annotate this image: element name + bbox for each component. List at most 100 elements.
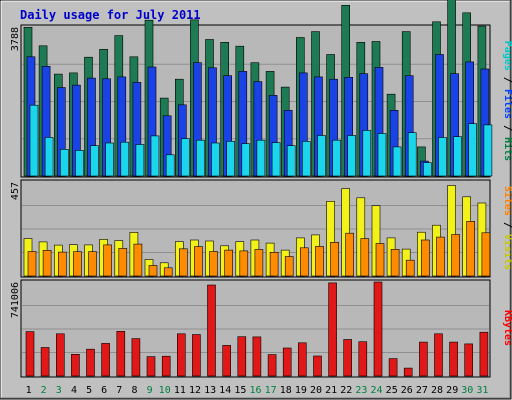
- x-tick-label-day-3: 3: [56, 385, 62, 396]
- hits-bar-pages-day-17: [271, 142, 281, 177]
- hits-bar-pages-day-28: [438, 137, 447, 177]
- hits-bar-pages-day-2: [44, 137, 54, 177]
- x-tick-label-day-5: 5: [86, 385, 92, 396]
- x-tick-label-day-29: 29: [446, 385, 458, 396]
- hits-bar-pages-day-1: [29, 104, 39, 177]
- visits-bar-sites-day-14: [224, 249, 233, 277]
- kbytes-bar-kbytes-day-8: [131, 338, 141, 377]
- hits-bar-pages-day-27: [423, 162, 432, 177]
- hits-bar-pages-day-6: [105, 142, 114, 177]
- kbytes-bar-kbytes-day-30: [464, 343, 474, 377]
- kbytes-y-max-label: 741006: [10, 282, 21, 318]
- visits-bar-sites-day-11: [179, 248, 188, 277]
- hits-bar-pages-day-19: [301, 141, 311, 177]
- hits-bar-pages-day-21: [332, 139, 341, 177]
- legend-pages: Pages: [502, 41, 512, 71]
- hits-bar-pages-day-3: [59, 149, 69, 177]
- visits-legend: Sites / Visits: [502, 186, 512, 270]
- x-tick-label-day-6: 6: [101, 385, 107, 396]
- hits-y-max-label: 3788: [10, 27, 21, 51]
- hits-bar-pages-day-24: [377, 133, 387, 177]
- visits-bar-sites-day-4: [73, 251, 82, 277]
- visits-bar-sites-day-16: [254, 249, 264, 277]
- x-axis-labels: 1 2 3 4 5 6 7 8 9 10 11 12 13 14 15 16 17 18 19 20 21 22 23 24 2…: [26, 385, 489, 396]
- hits-bar-pages-day-29: [453, 136, 462, 177]
- hits-bar-pages-day-22: [347, 135, 357, 177]
- kbytes-bar-kbytes-day-11: [177, 333, 186, 377]
- visits-bar-sites-day-30: [466, 221, 476, 277]
- kbytes-legend: KBytes: [502, 310, 512, 346]
- hits-bar-pages-day-15: [241, 143, 251, 177]
- legend-visits: Visits: [502, 234, 512, 270]
- kbytes-bar-kbytes-day-10: [161, 355, 171, 377]
- visits-bar-sites-day-26: [405, 259, 415, 277]
- x-tick-label-day-17: 17: [265, 385, 277, 396]
- visits-bar-sites-day-5: [88, 251, 97, 277]
- x-tick-label-day-28: 28: [431, 385, 443, 396]
- hits-bar-pages-day-13: [211, 142, 220, 177]
- kbytes-bar-kbytes-day-7: [116, 330, 126, 377]
- hits-bar-pages-day-14: [226, 141, 235, 177]
- x-tick-label-day-12: 12: [189, 385, 201, 396]
- x-tick-label-day-31: 31: [476, 385, 488, 396]
- visits-bar-sites-day-27: [421, 239, 430, 277]
- hits-bar-pages-day-31: [483, 124, 493, 177]
- kbytes-bar-kbytes-day-12: [192, 334, 201, 377]
- x-tick-label-day-16: 16: [249, 385, 261, 396]
- kbytes-bar-kbytes-day-1: [25, 331, 35, 377]
- hits-bar-pages-day-18: [286, 145, 296, 177]
- hits-bar-pages-day-20: [317, 135, 326, 177]
- visits-bar-sites-day-1: [27, 251, 37, 277]
- kbytes-bar-kbytes-day-17: [267, 354, 277, 377]
- x-tick-label-day-13: 13: [204, 385, 216, 396]
- legend-hits: Hits: [502, 137, 512, 161]
- visits-bar-sites-day-20: [315, 246, 324, 277]
- kbytes-bar-kbytes-day-5: [86, 348, 95, 377]
- visits-bar-sites-day-29: [451, 234, 460, 277]
- x-tick-label-day-24: 24: [370, 385, 382, 396]
- visits-bar-sites-day-23: [360, 238, 370, 277]
- kbytes-bar-kbytes-day-4: [71, 353, 80, 377]
- hits-bar-pages-day-16: [256, 139, 266, 177]
- visits-bar-sites-day-24: [375, 243, 385, 277]
- hits-bar-pages-day-12: [196, 139, 205, 177]
- x-tick-label-day-25: 25: [386, 385, 398, 396]
- hits-bar-pages-day-7: [120, 141, 130, 177]
- x-tick-label-day-21: 21: [325, 385, 337, 396]
- kbytes-bar-kbytes-day-22: [343, 339, 353, 377]
- kbytes-bar-kbytes-day-19: [297, 342, 307, 377]
- x-tick-label-day-30: 30: [461, 385, 473, 396]
- x-tick-label-day-18: 18: [280, 385, 292, 396]
- kbytes-bar-kbytes-day-14: [222, 345, 231, 377]
- kbytes-bar-kbytes-day-31: [479, 331, 489, 377]
- kbytes-bar-kbytes-day-20: [313, 355, 322, 377]
- legend-separator: /: [502, 71, 512, 89]
- kbytes-bar-kbytes-day-3: [55, 333, 65, 377]
- x-tick-label-day-22: 22: [340, 385, 352, 396]
- kbytes-bar-kbytes-day-13: [207, 284, 216, 377]
- kbytes-bar-kbytes-day-23: [358, 341, 368, 377]
- visits-bar-sites-day-19: [299, 247, 309, 277]
- x-tick-label-day-9: 9: [147, 385, 153, 396]
- visits-bar-sites-day-3: [57, 251, 67, 277]
- visits-bar-sites-day-2: [42, 250, 52, 277]
- visits-bar-sites-day-6: [103, 244, 112, 277]
- kbytes-bar-kbytes-day-18: [282, 347, 292, 377]
- hits-legend: Pages / Files / Hits: [502, 41, 512, 161]
- visits-bar-sites-day-8: [133, 243, 143, 277]
- visits-bar-sites-day-31: [481, 232, 491, 277]
- x-tick-label-day-4: 4: [71, 385, 77, 396]
- legend-separator: /: [502, 216, 512, 234]
- x-tick-label-day-23: 23: [355, 385, 367, 396]
- legend-separator: /: [502, 119, 512, 137]
- x-tick-label-day-11: 11: [174, 385, 186, 396]
- kbytes-bar-kbytes-day-28: [434, 333, 443, 377]
- x-tick-label-day-8: 8: [131, 385, 137, 396]
- visits-bar-sites-day-7: [118, 248, 128, 277]
- x-tick-label-day-14: 14: [219, 385, 231, 396]
- visits-bar-sites-day-15: [239, 250, 249, 277]
- hits-bar-pages-day-9: [150, 135, 160, 177]
- x-tick-label-day-15: 15: [234, 385, 246, 396]
- kbytes-bar-kbytes-day-21: [328, 282, 337, 377]
